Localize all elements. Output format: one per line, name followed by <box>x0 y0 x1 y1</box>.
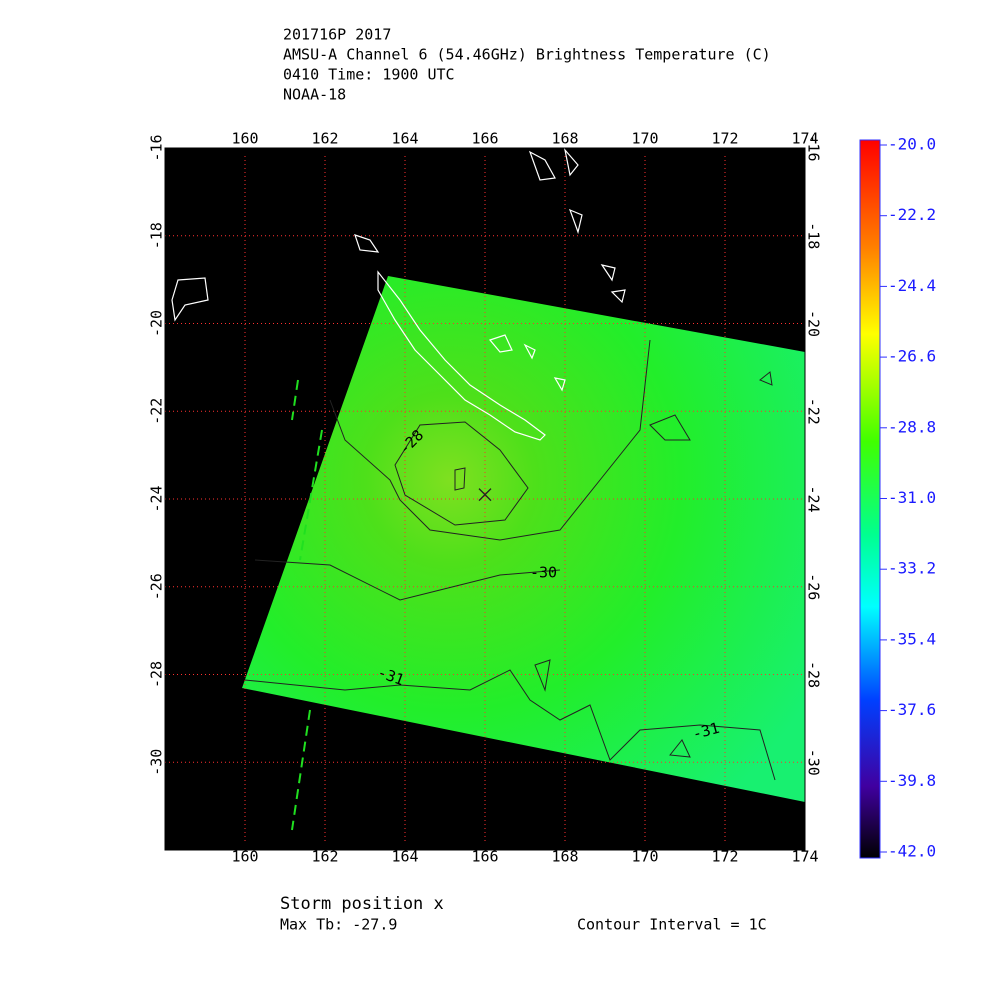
lon-tick-label: 162 <box>311 848 338 866</box>
header-line: NOAA-18 <box>283 86 346 104</box>
lon-tick-label: 170 <box>631 130 658 148</box>
colorbar-tick-label: -26.6 <box>888 347 936 366</box>
lon-tick-label: 170 <box>631 848 658 866</box>
coastlines <box>171 147 626 831</box>
header-line: 0410 Time: 1900 UTC <box>283 66 455 84</box>
lon-tick-label: 166 <box>471 848 498 866</box>
colorbar-tick-label: -24.4 <box>888 276 936 295</box>
contour-line <box>454 371 773 758</box>
lon-tick-label: 174 <box>791 130 818 148</box>
contour-line <box>329 339 651 541</box>
lat-tick-label: -20 <box>148 310 166 337</box>
lat-tick-label: -24 <box>148 485 166 512</box>
lat-tick-label: -28 <box>805 661 823 688</box>
lat-tick-label: -16 <box>148 134 166 161</box>
colorbar-tick-label: -33.2 <box>888 559 936 578</box>
coastline <box>377 270 546 441</box>
lat-tick-label: -22 <box>805 398 823 425</box>
colorbar-tick-label: -39.8 <box>888 771 936 790</box>
contour-label: -30 <box>530 564 557 582</box>
contour-line <box>394 421 529 526</box>
lon-tick-label: 172 <box>711 848 738 866</box>
colorbar-tick-label: -37.6 <box>888 700 936 719</box>
contour-line <box>244 669 776 781</box>
header: 201716P 2017 AMSU-A Channel 6 (54.46GHz)… <box>283 26 771 104</box>
colorbar-tick-label: -35.4 <box>888 629 936 648</box>
lon-tick-label: 168 <box>551 848 578 866</box>
colorbar-tick-label: -22.2 <box>888 205 936 224</box>
coastline <box>354 147 626 304</box>
lat-tick-label: -18 <box>805 222 823 249</box>
colorbar-tick-label: -31.0 <box>888 488 936 507</box>
lat-tick-label: -26 <box>805 573 823 600</box>
footer: Storm position x Max Tb: -27.9 Contour I… <box>280 894 767 934</box>
lat-tick-label: -20 <box>805 310 823 337</box>
lat-tick-label: -16 <box>805 134 823 161</box>
storm-x <box>478 488 492 502</box>
footer-maxtb: Max Tb: -27.9 <box>280 916 397 934</box>
header-line: AMSU-A Channel 6 (54.46GHz) Brightness T… <box>283 46 771 64</box>
lat-tick-label: -22 <box>148 398 166 425</box>
colorbar-tick-label: -42.0 <box>888 842 936 861</box>
colorbar-ticks: -20.0 -22.2 -24.4 -26.6 -28.8 -31.0 -33.2 -35.4… <box>880 135 936 861</box>
lat-tick-label: -30 <box>148 749 166 776</box>
lat-tick-label: -30 <box>805 749 823 776</box>
coastline <box>171 277 209 322</box>
lat-tick-label: -28 <box>148 661 166 688</box>
colorbar <box>859 139 881 859</box>
footer-contour-interval: Contour Interval = 1C <box>577 916 767 934</box>
footer-storm: Storm position x <box>280 894 444 914</box>
lon-tick-label: 174 <box>791 848 818 866</box>
lat-tick-label: -18 <box>148 222 166 249</box>
header-line: 201716P 2017 <box>283 26 391 44</box>
map-frame <box>164 147 806 851</box>
coastline-fragment <box>291 379 323 831</box>
lon-tick-label: 164 <box>391 848 418 866</box>
storm-marker <box>478 488 492 502</box>
lon-tick-label: 160 <box>231 848 258 866</box>
lon-tick-label: 162 <box>311 130 338 148</box>
coastline <box>488 334 566 392</box>
lon-tick-label: 172 <box>711 130 738 148</box>
lon-tick-label: 166 <box>471 130 498 148</box>
lat-tick-label: -26 <box>148 573 166 600</box>
contour-line <box>254 559 561 601</box>
lat-tick-label: -24 <box>805 485 823 512</box>
lon-tick-label: 168 <box>551 130 578 148</box>
lon-tick-label: 160 <box>231 130 258 148</box>
swath <box>242 276 805 802</box>
contours: -28 -30 -31 -31 <box>244 339 776 781</box>
colorbar-tick-label: -20.0 <box>888 135 936 154</box>
colorbar-tick-label: -28.8 <box>888 417 936 436</box>
lon-tick-label: 164 <box>391 130 418 148</box>
